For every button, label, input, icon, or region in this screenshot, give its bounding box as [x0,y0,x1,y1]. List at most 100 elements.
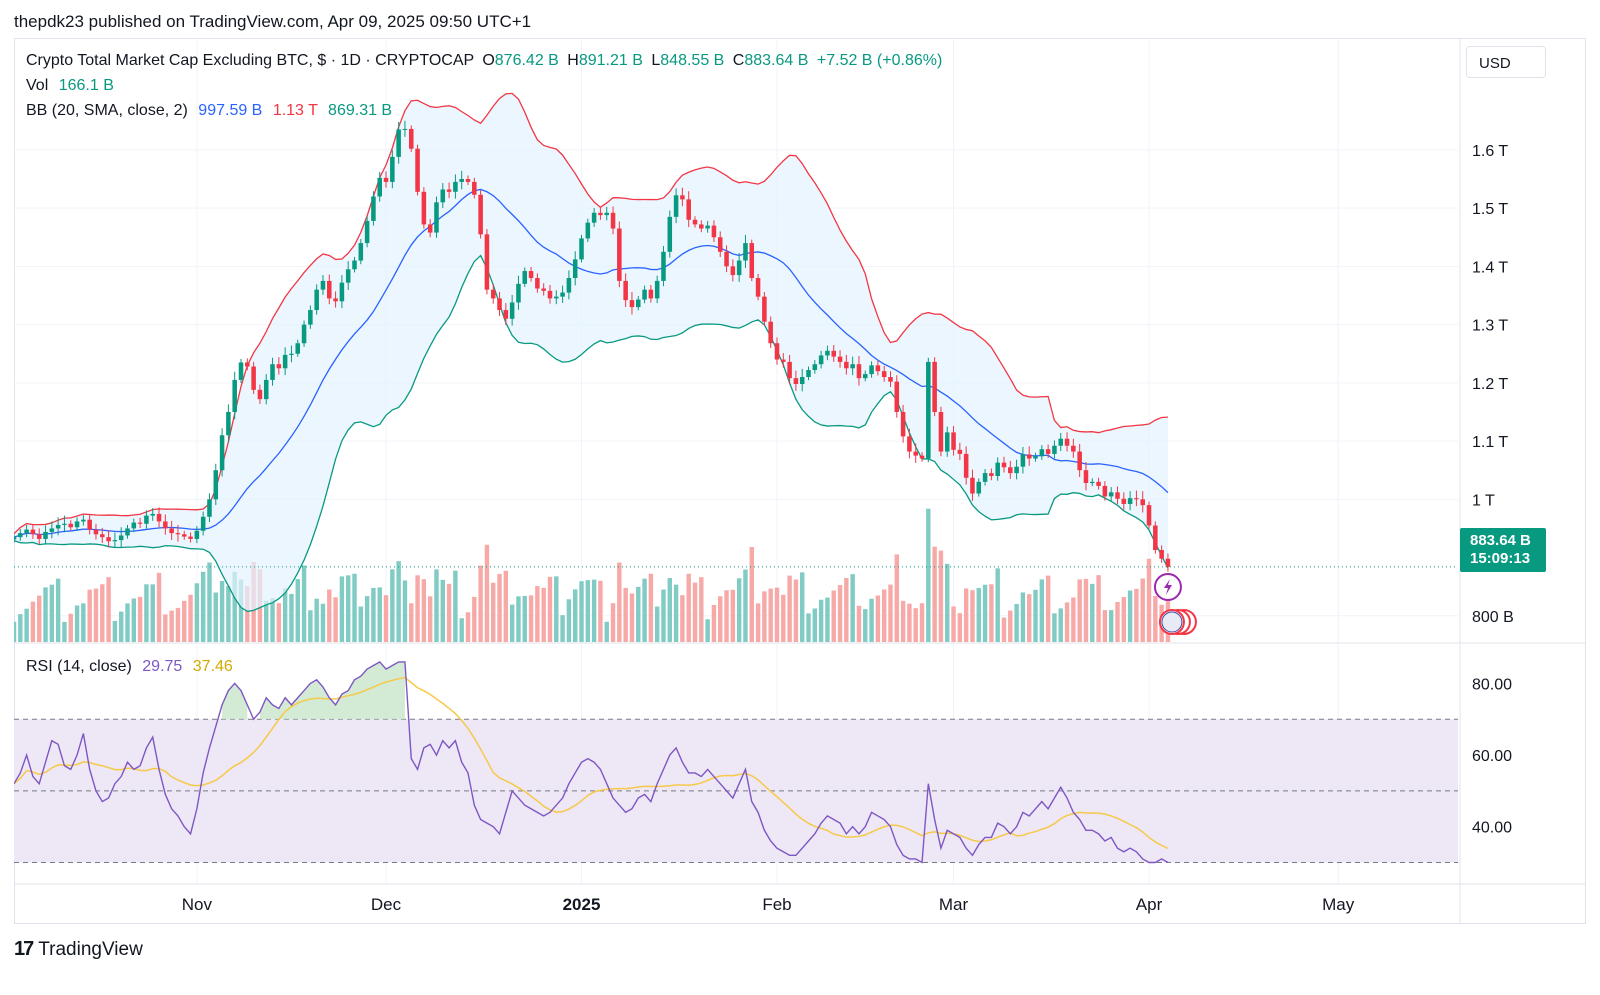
volume-bar [1014,603,1019,642]
volume-bar [831,590,836,642]
candle-body [1026,454,1032,459]
candle-body [522,271,528,284]
candle-body [308,310,313,325]
bollinger-band-fill [14,93,1168,612]
tradingview-brand[interactable]: 17 TradingView [14,938,143,961]
candle-body [888,377,893,382]
candle-body [509,302,515,319]
currency-button[interactable]: USD [1466,46,1546,78]
rsi-legend[interactable]: RSI (14, close) 29.75 37.46 [26,658,233,676]
candle-body [352,260,357,270]
candle-body [390,156,395,182]
bb-upper-value: 1.13 T [272,102,318,119]
volume-bar [711,605,717,642]
candle-body [932,361,937,412]
volume-bar [970,590,975,642]
volume-bar [125,603,130,642]
candle-body [137,522,143,524]
last-price-tag: 883.64 B 15:09:13 [1460,528,1546,572]
change-value: +7.52 B (+0.86%) [816,52,943,69]
volume-bar [598,580,603,642]
volume-bar [692,582,698,642]
candle-body [774,343,780,360]
volume-bar [440,579,445,642]
candle-body [989,473,994,477]
volume-bar [881,589,887,642]
candle-body [686,199,691,220]
volume-bar [74,605,80,642]
candle-body [314,289,319,311]
candle-body [623,280,628,301]
candle-body [421,191,427,225]
volume-bar [1077,579,1082,642]
candle-body [364,220,370,244]
chart-canvas[interactable]: 1.6 T 1.5 T 1.4 T 1.3 T 1.2 T 1.1 T 1 T 800 B 80… [14,38,1586,924]
volume-bar [774,587,780,642]
volume-bar [995,568,1000,642]
volume-bar [547,576,553,642]
volume-bar [793,579,799,642]
volume-bar [1052,613,1057,642]
candle-body [472,181,477,195]
candle-body [730,266,736,276]
candle-body [1077,451,1082,471]
volume-legend[interactable]: Vol 166.1 B [26,77,114,95]
symbol-title[interactable]: Crypto Total Market Cap Excluding BTC, $… [26,52,474,69]
volume-bar [118,611,124,642]
candle-body [434,202,439,233]
volume-bar [976,588,981,642]
publisher-line: thepdk23 published on TradingView.com, A… [14,12,532,31]
volume-bar [295,579,300,642]
volume-bar [497,574,502,642]
candle-body [251,366,256,390]
candle-body [1090,481,1095,484]
candle-body [894,381,900,412]
volume-bar [535,586,540,642]
candle-body [68,523,74,528]
volume-bar [787,575,792,642]
candle-body [673,195,679,217]
volume-bar [1039,579,1045,642]
candle-body [1121,498,1127,504]
volume-bar [137,596,143,642]
volume-bar [522,595,527,642]
volume-bar [869,598,874,642]
candle-body [812,364,818,371]
volume-bar [55,578,61,642]
candle-body [1146,505,1152,526]
bollinger-upper-line [14,92,1168,535]
candle-body [793,378,799,385]
candle-body [219,435,225,471]
candle-body [1140,499,1145,506]
volume-bar [730,589,736,642]
volume-bar [743,569,748,642]
volume-bar [806,613,811,642]
volume-bar [951,606,956,642]
bb-legend[interactable]: BB (20, SMA, close, 2) 997.59 B 1.13 T 8… [26,102,392,120]
volume-bar [604,621,609,642]
candle-body [14,537,17,540]
volume-bar [1020,592,1026,642]
volume-bar [541,587,546,642]
bb-label: BB (20, SMA, close, 2) [26,102,188,119]
volume-bar [24,608,29,642]
candle-body [743,243,748,261]
volume-bar [37,595,42,642]
candle-body [1108,492,1114,497]
candle-body [131,522,137,529]
volume-bar [654,606,660,642]
volume-bar [591,579,597,642]
candle-body [547,290,553,299]
candle-body [528,271,534,279]
high-label: H [567,52,579,69]
volume-bar [150,584,155,642]
candle-body [377,177,382,197]
time-tick-label: 2025 [563,895,601,914]
rsi-overbought-fill [222,683,248,720]
rsi-ma-line [14,676,1169,850]
open-value: 876.42 B [494,52,559,69]
candle-body [232,379,237,412]
last-price-value: 883.64 B [1470,532,1531,549]
candle-body [957,449,963,454]
volume-bar [1140,578,1145,642]
